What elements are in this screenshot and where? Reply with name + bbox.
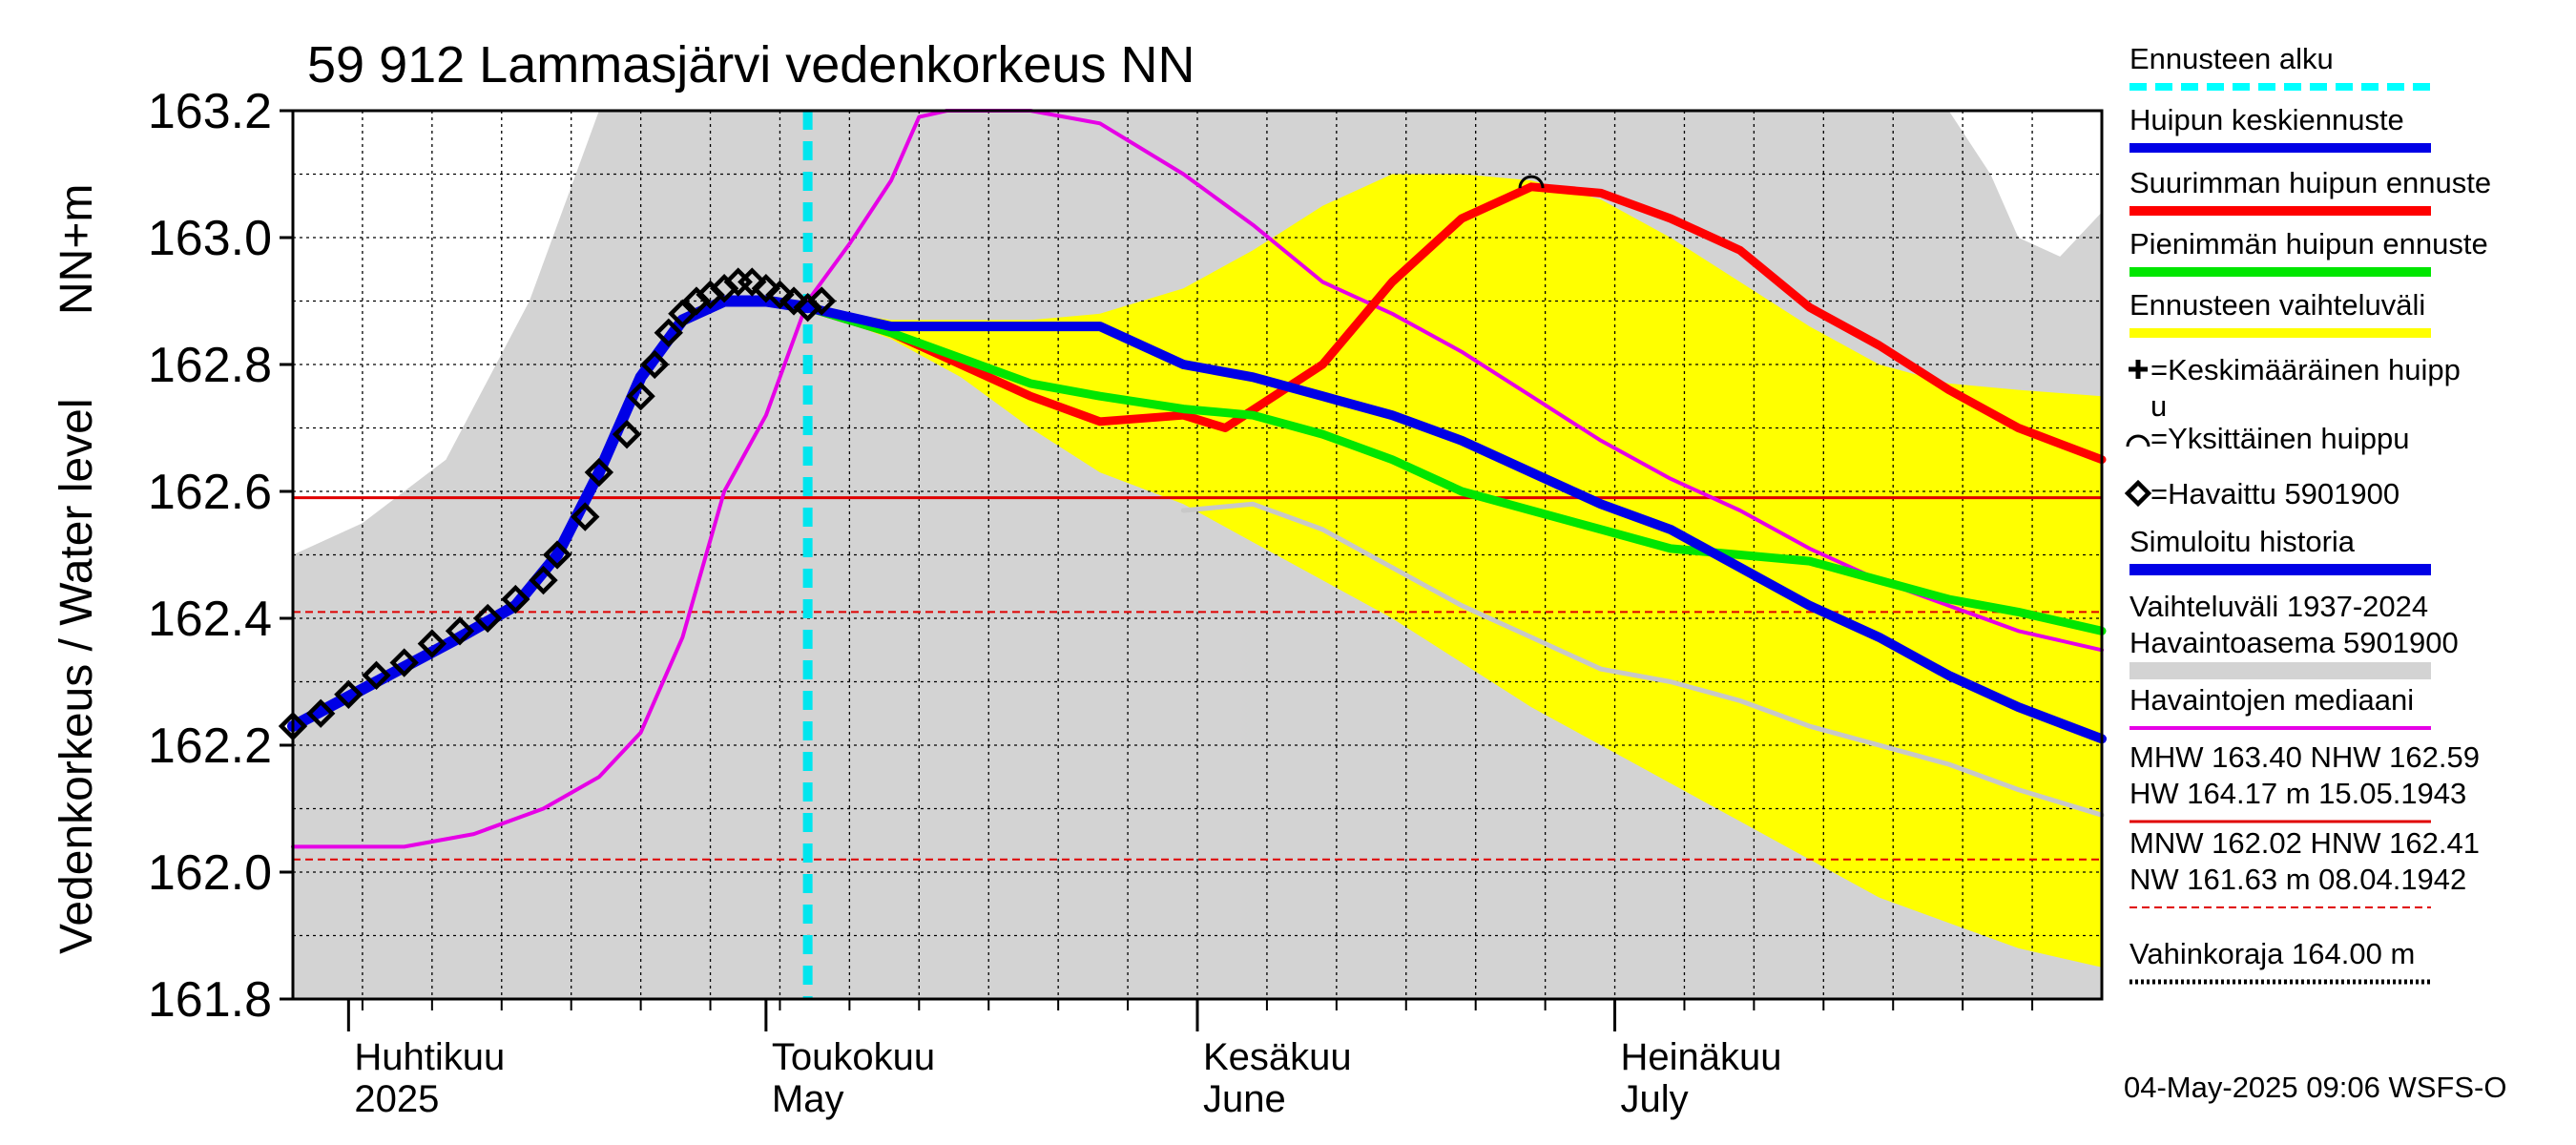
series-line-4	[803, 302, 2107, 635]
observed-point	[807, 286, 837, 316]
legend-label2-11: HW 164.17 m 15.05.1943	[2129, 777, 2466, 810]
month-label-fi: Heinäkuu	[1621, 1036, 1782, 1078]
observed-point	[737, 267, 767, 297]
y-tick-label: 162.0	[148, 845, 272, 901]
forecast-range-band	[807, 174, 2102, 968]
month-label-fi: Kesäkuu	[1203, 1036, 1352, 1078]
legend-label-2: Suurimman huipun ennuste	[2129, 166, 2491, 199]
observed-point	[751, 274, 781, 303]
y-axis-unit: NN+m	[52, 184, 102, 315]
observed-point	[765, 280, 795, 310]
observed-point	[473, 603, 503, 634]
legend-label-6: =Yksittäinen huippu	[2150, 422, 2409, 455]
observed-point	[501, 584, 530, 614]
observed-point	[668, 299, 697, 328]
series-line-6	[1180, 501, 2105, 818]
legend-label-4: Ennusteen vaihteluväli	[2129, 288, 2425, 322]
footer-timestamp: 04-May-2025 09:06 WSFS-O	[2124, 1071, 2506, 1104]
observed-point	[584, 457, 614, 488]
month-label-fi: Huhtikuu	[354, 1036, 505, 1078]
legend-single-peak-symbol	[2126, 434, 2150, 448]
observed-point	[305, 698, 336, 728]
y-tick-label: 162.2	[148, 718, 272, 774]
observed-point	[445, 616, 475, 646]
y-axis-title: Vedenkorkeus / Water level	[52, 398, 102, 954]
axes-layer: 161.8 162.0 162.2 162.4 162.6 162.8 163.0 163.2…	[148, 84, 2104, 1120]
series-line-3	[803, 182, 2107, 465]
markers-layer	[278, 175, 1545, 741]
y-tick-label: 162.6	[148, 465, 272, 520]
y-tick-label: 162.8	[148, 338, 272, 393]
y-tick-label: 161.8	[148, 972, 272, 1028]
legend-label-3: Pienimmän huipun ennuste	[2129, 227, 2488, 260]
y-tick-label: 163.0	[148, 211, 272, 266]
observed-point	[389, 648, 419, 677]
observed-point	[779, 286, 809, 316]
legend-label-0: Ennusteen alku	[2129, 42, 2334, 75]
legend-label-5: =Keskimääräinen huipp	[2150, 353, 2461, 386]
legend-label-11: MHW 163.40 NHW 162.59	[2129, 740, 2480, 774]
observed-point	[529, 565, 558, 595]
legend-label-13: Vahinkoraja 164.00 m	[2129, 937, 2415, 970]
month-label-en: July	[1621, 1078, 1689, 1120]
legend-label-12: MNW 162.02 HNW 162.41	[2129, 826, 2480, 860]
single-peak-marker	[1518, 175, 1545, 189]
month-label-fi: Toukokuu	[772, 1036, 935, 1078]
legend-label2-5: u	[2150, 389, 2167, 423]
legend-observed-symbol	[2124, 479, 2152, 508]
observed-point	[334, 679, 364, 709]
legend: Ennusteen alku Huipun keskiennuste Suurimm…	[2124, 42, 2491, 985]
legend-label-9: Vaihteluväli 1937-2024	[2129, 590, 2428, 623]
series-line-2	[802, 302, 2107, 744]
observed-point	[571, 502, 600, 531]
y-tick-label: 162.4	[148, 592, 272, 647]
observed-point	[417, 629, 447, 658]
legend-label2-12: NW 161.63 m 08.04.1942	[2129, 863, 2466, 896]
y-tick-label: 163.2	[148, 84, 272, 139]
legend-label-10: Havaintojen mediaani	[2129, 683, 2414, 717]
observed-point	[542, 540, 572, 570]
legend-label-7: =Havaittu 5901900	[2150, 477, 2399, 510]
month-label-en: 2025	[354, 1078, 439, 1120]
chart-title: 59 912 Lammasjärvi vedenkorkeus NN	[307, 36, 1195, 94]
reference-lines-layer	[293, 496, 2102, 861]
legend-label2-9: Havaintoasema 5901900	[2129, 626, 2459, 659]
observed-point	[654, 318, 683, 347]
month-label-en: May	[772, 1078, 844, 1120]
legend-label-8: Simuloitu historia	[2129, 525, 2356, 558]
series-line-5	[291, 109, 2104, 849]
observed-point	[626, 382, 655, 411]
observed-point	[640, 349, 670, 380]
observed-point	[362, 660, 391, 691]
observed-point	[612, 419, 642, 449]
legend-label-1: Huipun keskiennuste	[2129, 103, 2404, 136]
month-label-en: June	[1203, 1078, 1286, 1120]
